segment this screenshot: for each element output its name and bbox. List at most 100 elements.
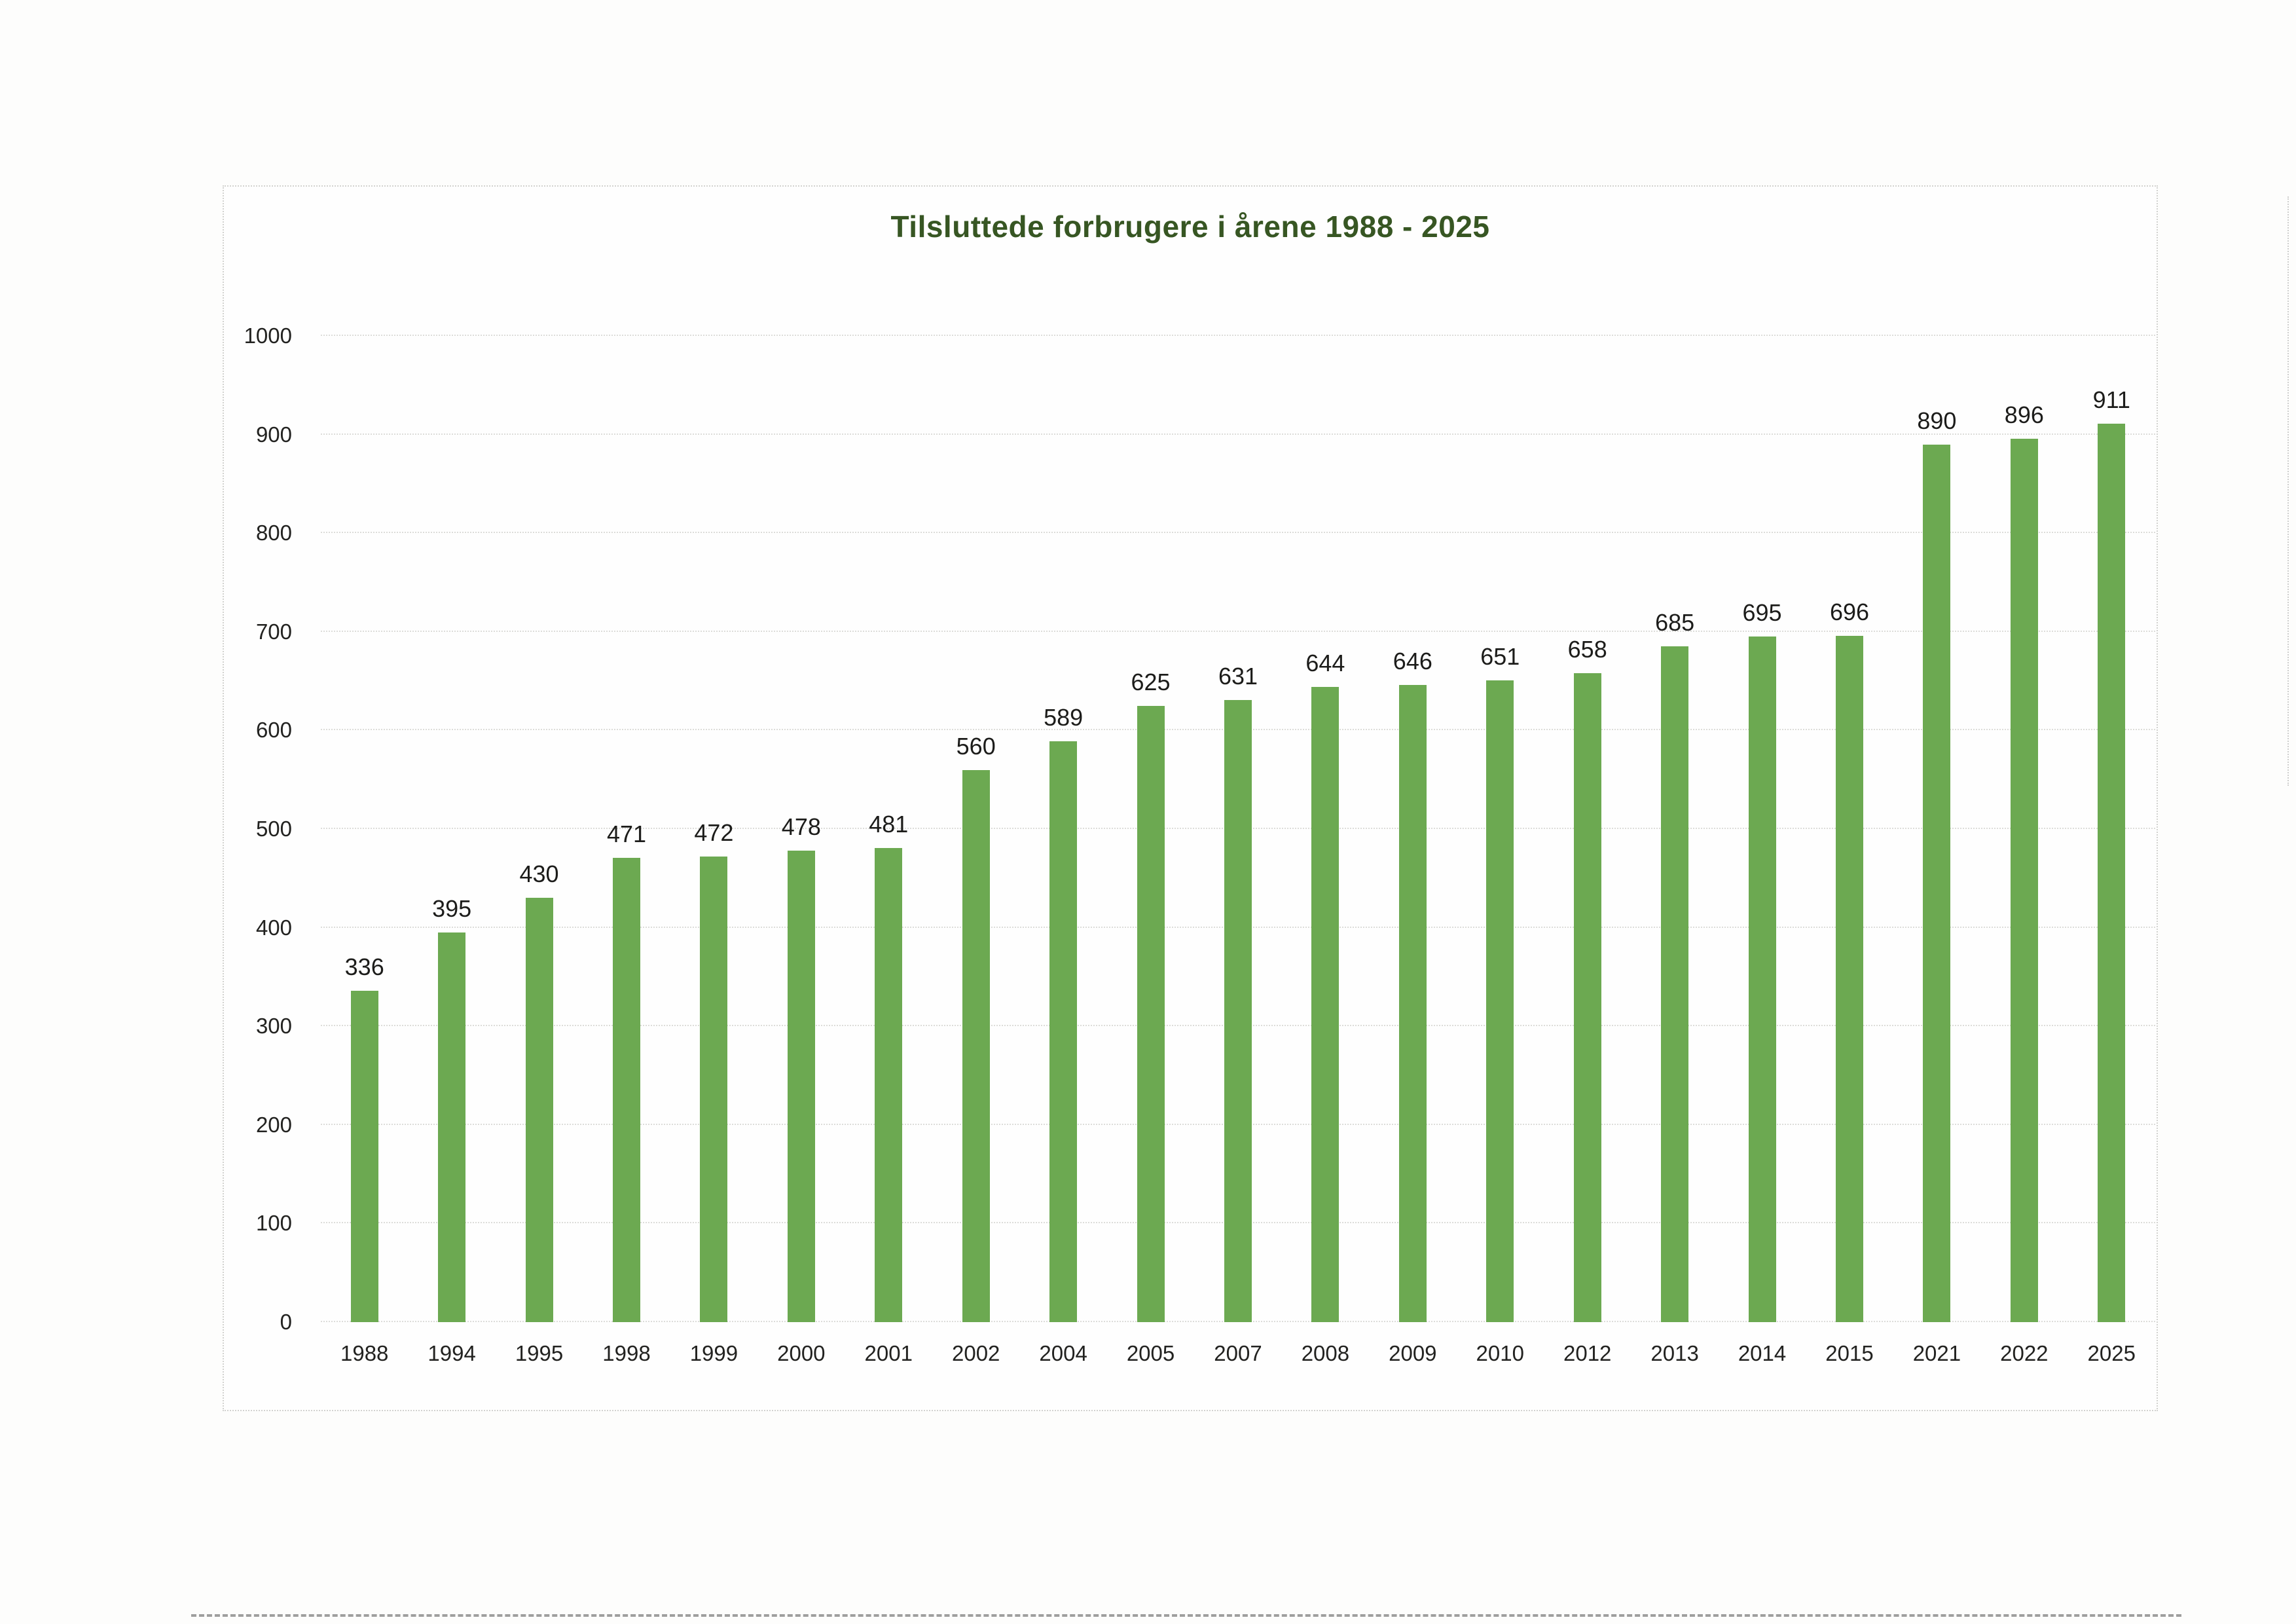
value-label-1999: 472 [694,819,734,847]
y-tick-label-400: 400 [255,915,292,940]
bar-slot-2021: 890 2021 [1893,336,1980,1365]
bar-slot-2025: 911 2025 [2068,336,2155,1365]
bar-2007 [1224,699,1252,1322]
bar-2008 [1311,687,1339,1322]
bar-2015 [1835,635,1863,1322]
x-tick-label-1999: 1999 [689,1341,738,1365]
bar-slot-2012: 658 2012 [1544,336,1631,1365]
value-label-2004: 589 [1044,703,1084,731]
bar-slot-1998: 471 1998 [583,336,670,1365]
y-tick-label-800: 800 [255,521,292,545]
x-tick-label-2013: 2013 [1650,1341,1699,1365]
bar-slot-2013: 685 2013 [1631,336,1718,1365]
bar-1998 [612,857,640,1322]
bar-slot-1994: 395 1994 [408,336,495,1365]
bar-2022 [2010,438,2038,1322]
value-label-2002: 560 [956,732,996,760]
value-label-2005: 625 [1131,668,1171,695]
x-tick-label-1995: 1995 [515,1341,564,1365]
value-label-2001: 481 [869,810,909,838]
y-axis: 0 100 200 300 400 500 600 700 800 900 1000 [224,323,292,1334]
value-label-2009: 646 [1393,648,1432,675]
value-label-2022: 896 [2004,401,2044,428]
bar-slot-2005: 625 2005 [1107,336,1194,1365]
value-label-2007: 631 [1218,662,1258,690]
gridline-800 [321,532,2155,534]
bar-slot-1988: 336 1988 [321,336,408,1365]
y-tick-label-1000: 1000 [244,323,292,348]
gridline-1000 [321,335,2155,336]
bar-2025 [2098,424,2126,1322]
bar-2012 [1573,673,1601,1322]
value-label-1988: 336 [344,953,384,980]
value-label-2021: 890 [1917,407,1957,434]
value-label-2000: 478 [781,813,821,841]
bar-2005 [1137,705,1165,1322]
value-label-2012: 658 [1567,636,1607,663]
y-tick-label-600: 600 [255,718,292,743]
value-label-2015: 696 [1829,598,1870,625]
bar-2009 [1398,685,1427,1322]
bar-slot-2004: 589 2004 [1019,336,1106,1365]
x-tick-label-2001: 2001 [864,1341,913,1365]
x-tick-label-2015: 2015 [1825,1341,1874,1365]
plot-area: 336 1988 395 1994 430 1995 471 1998 472 1999 478 20… [321,335,2155,1365]
bar-1988 [350,990,378,1322]
x-tick-label-2025: 2025 [2087,1341,2136,1365]
x-tick-label-2000: 2000 [777,1341,826,1365]
x-tick-label-2022: 2022 [2000,1341,2049,1365]
x-tick-label-1988: 1988 [340,1341,389,1365]
bar-slot-2001: 481 2001 [845,336,932,1365]
y-tick-label-900: 900 [255,422,292,447]
bar-chart-frame: Tilsluttede forbrugere i årene 1988 - 20… [223,185,2158,1411]
chart-title: Tilsluttede forbrugere i årene 1988 - 20… [890,210,1490,244]
bar-2000 [787,851,815,1322]
scan-artifact-line [191,1614,2181,1617]
x-tick-label-2008: 2008 [1301,1341,1350,1365]
bar-1999 [700,857,728,1322]
x-tick-label-1998: 1998 [602,1341,651,1365]
bar-slot-2014: 695 2014 [1719,336,1806,1365]
value-label-2008: 644 [1305,650,1345,677]
bar-2013 [1661,646,1689,1322]
x-tick-label-2005: 2005 [1126,1341,1175,1365]
y-tick-label-700: 700 [255,619,292,644]
value-label-2013: 685 [1655,609,1695,637]
y-tick-label-300: 300 [255,1014,292,1039]
x-tick-label-2002: 2002 [951,1341,1000,1365]
bar-slot-2002: 560 2002 [932,336,1019,1365]
bar-slot-2000: 478 2000 [757,336,845,1365]
x-tick-label-2014: 2014 [1738,1341,1787,1365]
x-tick-label-2010: 2010 [1476,1341,1524,1365]
x-tick-label-2004: 2004 [1039,1341,1087,1365]
x-tick-label-2021: 2021 [1912,1341,1961,1365]
x-tick-label-2009: 2009 [1389,1341,1437,1365]
gridline-700 [321,630,2155,632]
y-tick-label-100: 100 [255,1211,292,1236]
value-label-2025: 911 [2092,386,2130,414]
bar-2021 [1923,444,1951,1322]
bar-slot-1995: 430 1995 [496,336,583,1365]
bar-slot-2015: 696 2015 [1806,336,1893,1365]
bar-2004 [1049,741,1078,1322]
bar-1994 [438,932,466,1322]
y-tick-label-200: 200 [255,1112,292,1137]
bar-slot-2008: 644 2008 [1282,336,1369,1365]
bar-2001 [875,847,903,1322]
x-tick-label-1994: 1994 [428,1341,476,1365]
bar-slot-2009: 646 2009 [1369,336,1456,1365]
bar-slot-2022: 896 2022 [1980,336,2068,1365]
value-label-1998: 471 [606,820,647,847]
x-tick-label-2012: 2012 [1563,1341,1612,1365]
x-tick-label-2007: 2007 [1214,1341,1262,1365]
bar-2002 [962,769,990,1322]
value-label-2014: 695 [1742,599,1782,627]
gridline-900 [321,433,2155,435]
value-label-2010: 651 [1480,642,1520,670]
bar-2014 [1748,637,1776,1322]
value-label-1994: 395 [432,895,472,923]
bar-slot-2010: 651 2010 [1457,336,1544,1365]
y-tick-label-0: 0 [280,1310,292,1334]
scan-artifact-edge [2287,196,2289,786]
